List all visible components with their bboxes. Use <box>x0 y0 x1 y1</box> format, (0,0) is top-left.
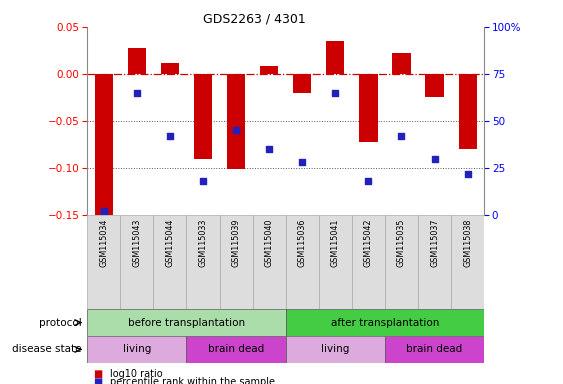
Text: protocol: protocol <box>39 318 82 328</box>
Text: log10 ratio: log10 ratio <box>110 369 162 379</box>
Point <box>231 127 240 134</box>
Point <box>463 170 472 177</box>
Point <box>331 90 340 96</box>
Text: after transplantation: after transplantation <box>331 318 439 328</box>
Bar <box>120 215 153 309</box>
Point <box>397 133 406 139</box>
Bar <box>220 215 253 309</box>
Text: living: living <box>321 344 350 354</box>
Text: GSM115041: GSM115041 <box>331 219 340 267</box>
Bar <box>385 215 418 309</box>
Text: brain dead: brain dead <box>208 344 264 354</box>
Point <box>166 133 175 139</box>
Bar <box>293 74 311 93</box>
Bar <box>260 66 278 74</box>
Text: GSM115034: GSM115034 <box>99 219 108 267</box>
Point <box>364 178 373 184</box>
Text: ■: ■ <box>93 377 102 384</box>
Point <box>265 146 274 152</box>
Bar <box>186 215 220 309</box>
Text: GSM115037: GSM115037 <box>430 219 439 267</box>
Text: brain dead: brain dead <box>406 344 463 354</box>
Bar <box>458 74 477 149</box>
Bar <box>392 53 410 74</box>
Point <box>99 208 108 214</box>
Bar <box>186 336 286 363</box>
Bar <box>285 215 319 309</box>
Bar <box>319 215 352 309</box>
Bar <box>285 336 385 363</box>
Text: GSM115036: GSM115036 <box>298 219 307 267</box>
Text: ■: ■ <box>93 369 102 379</box>
Bar <box>153 215 186 309</box>
Bar <box>352 215 385 309</box>
Bar <box>227 74 245 169</box>
Text: GSM115038: GSM115038 <box>463 219 472 267</box>
Title: GDS2263 / 4301: GDS2263 / 4301 <box>203 13 305 26</box>
Bar <box>451 215 484 309</box>
Point <box>199 178 208 184</box>
Text: GSM115033: GSM115033 <box>199 219 208 267</box>
Bar <box>385 336 484 363</box>
Text: living: living <box>123 344 151 354</box>
Bar <box>87 336 186 363</box>
Bar <box>194 74 212 159</box>
Text: GSM115044: GSM115044 <box>166 219 175 267</box>
Text: GSM115039: GSM115039 <box>231 219 240 267</box>
Bar <box>418 215 451 309</box>
Bar <box>87 215 120 309</box>
Bar <box>161 63 179 74</box>
Text: GSM115042: GSM115042 <box>364 219 373 267</box>
Bar <box>359 74 378 142</box>
Bar <box>326 41 345 74</box>
Text: GSM115043: GSM115043 <box>132 219 141 267</box>
Bar <box>128 48 146 74</box>
Text: GSM115035: GSM115035 <box>397 219 406 267</box>
Point <box>298 159 307 166</box>
Bar <box>87 309 285 336</box>
Text: percentile rank within the sample: percentile rank within the sample <box>110 377 275 384</box>
Text: GSM115040: GSM115040 <box>265 219 274 267</box>
Point <box>430 156 439 162</box>
Bar <box>285 309 484 336</box>
Bar <box>95 74 113 220</box>
Text: disease state: disease state <box>12 344 82 354</box>
Bar <box>253 215 286 309</box>
Point <box>132 90 141 96</box>
Bar <box>426 74 444 98</box>
Text: before transplantation: before transplantation <box>128 318 245 328</box>
